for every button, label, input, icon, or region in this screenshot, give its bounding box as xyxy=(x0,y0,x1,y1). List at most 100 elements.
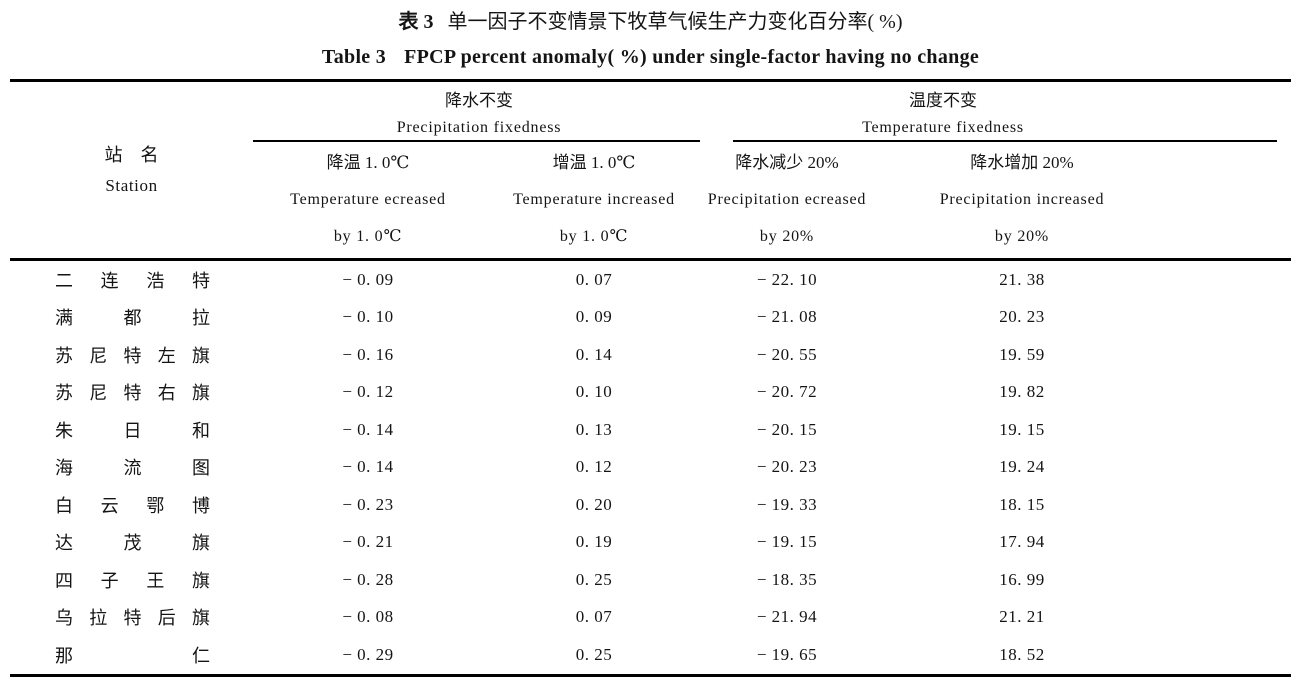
table-row: 苏 尼 特 右 旗 − 0. 12 0. 10 − 20. 72 19. 82 xyxy=(10,374,1291,412)
temp-increase-cell: 0. 07 xyxy=(483,258,705,299)
temp-decrease-cell: − 0. 14 xyxy=(342,419,394,439)
station-cell: 达 茂 旗 xyxy=(10,524,253,562)
station-cell: 朱 日 和 xyxy=(10,411,253,449)
column-by-label: by 20% xyxy=(994,228,1050,245)
table-title-en: Table 3 FPCP percent anomaly( %) under si… xyxy=(0,44,1301,71)
precip-increase-cell: 19. 24 xyxy=(999,457,1045,477)
table-row: 苏 尼 特 左 旗 − 0. 16 0. 14 − 20. 55 19. 59 xyxy=(10,336,1291,374)
temp-increase-cell: 0. 25 xyxy=(575,644,613,664)
station-name: 白 云 鄂 博 xyxy=(55,495,210,516)
station-cell: 苏 尼 特 左 旗 xyxy=(10,336,253,374)
column-zh-label: 降温 1. 0℃ xyxy=(326,153,410,172)
column-header-temp-increase: 增温 1. 0℃ Temperature increased by 1. 0℃ xyxy=(483,142,705,260)
temp-decrease-cell: − 0. 21 xyxy=(342,532,394,552)
precip-increase-cell: 19. 15 xyxy=(999,419,1045,439)
column-zh-label: 降水减少 20% xyxy=(735,153,839,172)
column-en-label: Temperature increased xyxy=(513,191,675,208)
precip-increase-cell: 19. 82 xyxy=(999,382,1045,402)
station-name: 那 仁 xyxy=(55,645,210,666)
table-row: 海 流 图 − 0. 14 0. 12 − 20. 23 19. 24 xyxy=(10,449,1291,487)
temp-decrease-cell: − 0. 09 xyxy=(253,258,483,299)
table-row: 白 云 鄂 博 − 0. 23 0. 20 − 19. 33 18. 15 xyxy=(10,486,1291,524)
station-name: 达 茂 旗 xyxy=(55,533,210,554)
precip-decrease-cell: − 19. 15 xyxy=(756,532,818,552)
column-by-label: by 1. 0℃ xyxy=(559,228,629,245)
temp-decrease-cell: − 0. 28 xyxy=(342,569,394,589)
temp-decrease-cell: − 0. 14 xyxy=(342,457,394,477)
group-en-label: Precipitation fixedness xyxy=(396,119,562,136)
table-row: 四 子 王 旗 − 0. 28 0. 25 − 18. 35 16. 99 xyxy=(10,561,1291,599)
precip-increase-cell: 19. 59 xyxy=(999,344,1045,364)
temp-increase-cell: 0. 07 xyxy=(575,607,613,627)
precip-increase-cell: 21. 38 xyxy=(905,258,1291,299)
precip-increase-cell: 18. 15 xyxy=(999,494,1045,514)
column-zh-label: 降水增加 20% xyxy=(970,153,1074,172)
table-title-zh-text: 单一因子不变情景下牧草气候生产力变化百分率( %) xyxy=(447,11,903,33)
group-underline xyxy=(253,140,700,142)
temp-increase-cell: 0. 20 xyxy=(575,494,613,514)
column-by-label: by 1. 0℃ xyxy=(333,228,403,245)
temp-increase-cell: 0. 09 xyxy=(575,307,613,327)
column-header-precip-decrease: 降水减少 20% Precipitation ecreased by 20% xyxy=(705,142,905,260)
table-number-en: Table 3 xyxy=(321,46,387,68)
table-number-zh: 表 3 xyxy=(398,11,434,33)
group-zh-label: 降水不变 xyxy=(445,91,513,110)
station-cell: 海 流 图 xyxy=(10,449,253,487)
station-name: 苏 尼 特 右 旗 xyxy=(55,383,210,404)
temp-increase-cell: 0. 19 xyxy=(575,532,613,552)
temp-increase-cell: 0. 25 xyxy=(575,569,613,589)
group-header-precipitation-fixedness: 降水不变 Precipitation fixedness xyxy=(253,81,705,142)
table-header: 站 名 Station 降水不变 Precipitation fixedness… xyxy=(10,81,1291,260)
station-cell: 苏 尼 特 右 旗 xyxy=(10,374,253,412)
precip-increase-cell: 20. 23 xyxy=(999,307,1045,327)
column-header-precip-increase: 降水增加 20% Precipitation increased by 20% xyxy=(905,142,1291,260)
data-table: 站 名 Station 降水不变 Precipitation fixedness… xyxy=(10,79,1291,677)
temp-decrease-cell: − 0. 12 xyxy=(342,382,394,402)
table-row: 乌 拉 特 后 旗 − 0. 08 0. 07 − 21. 94 21. 21 xyxy=(10,599,1291,637)
temp-decrease-cell: − 0. 08 xyxy=(342,607,394,627)
precip-increase-cell: 17. 94 xyxy=(999,532,1045,552)
temp-increase-cell: 0. 12 xyxy=(575,457,613,477)
station-cell: 乌 拉 特 后 旗 xyxy=(10,599,253,637)
station-name: 海 流 图 xyxy=(55,458,210,479)
table-row: 达 茂 旗 − 0. 21 0. 19 − 19. 15 17. 94 xyxy=(10,524,1291,562)
temp-decrease-cell: − 0. 29 xyxy=(342,644,394,664)
station-name: 二 连 浩 特 xyxy=(55,270,210,291)
station-name: 四 子 王 旗 xyxy=(55,570,210,591)
station-cell: 四 子 王 旗 xyxy=(10,561,253,599)
precip-increase-cell: 21. 21 xyxy=(999,607,1045,627)
station-cell: 满 都 拉 xyxy=(10,299,253,337)
station-name: 朱 日 和 xyxy=(55,420,210,441)
table-row: 二 连 浩 特 − 0. 09 0. 07 − 22. 10 21. 38 xyxy=(10,258,1291,299)
table-row: 满 都 拉 − 0. 10 0. 09 − 21. 08 20. 23 xyxy=(10,299,1291,337)
column-en-label: Temperature ecreased xyxy=(290,191,446,208)
precip-decrease-cell: − 20. 15 xyxy=(756,419,818,439)
precip-decrease-cell: − 20. 55 xyxy=(756,344,818,364)
temp-increase-cell: 0. 14 xyxy=(575,344,613,364)
group-en-label: Temperature fixedness xyxy=(862,119,1024,136)
column-by-label: by 20% xyxy=(759,228,815,245)
precip-increase-cell: 18. 52 xyxy=(999,644,1045,664)
temp-decrease-cell: − 0. 10 xyxy=(342,307,394,327)
group-zh-label: 温度不变 xyxy=(909,91,977,110)
table-body: 二 连 浩 特 − 0. 09 0. 07 − 22. 10 21. 38 满 … xyxy=(10,258,1291,676)
temp-decrease-cell: − 0. 16 xyxy=(342,344,394,364)
column-en-label: Precipitation increased xyxy=(939,191,1105,208)
temp-decrease-cell: − 0. 23 xyxy=(342,494,394,514)
precip-decrease-cell: − 20. 72 xyxy=(756,382,818,402)
precip-decrease-cell: − 22. 10 xyxy=(705,258,905,299)
station-header-en: Station xyxy=(105,176,158,195)
group-header-temperature-fixedness: 温度不变 Temperature fixedness xyxy=(705,81,1291,142)
station-column-header: 站 名 Station xyxy=(10,81,253,260)
table-row: 朱 日 和 − 0. 14 0. 13 − 20. 15 19. 15 xyxy=(10,411,1291,449)
precip-decrease-cell: − 18. 35 xyxy=(756,569,818,589)
group-header-row: 站 名 Station 降水不变 Precipitation fixedness… xyxy=(10,81,1291,195)
precip-increase-cell: 16. 99 xyxy=(999,569,1045,589)
precip-decrease-cell: − 20. 23 xyxy=(756,457,818,477)
temp-increase-cell: 0. 13 xyxy=(575,419,613,439)
sub-header-row: 降温 1. 0℃ Temperature ecreased by 1. 0℃ 增… xyxy=(10,142,1291,260)
station-name: 乌 拉 特 后 旗 xyxy=(55,608,210,629)
column-header-temp-decrease: 降温 1. 0℃ Temperature ecreased by 1. 0℃ xyxy=(253,142,483,260)
table-title-zh: 表 3 单一因子不变情景下牧草气候生产力变化百分率( %) xyxy=(0,0,1301,36)
